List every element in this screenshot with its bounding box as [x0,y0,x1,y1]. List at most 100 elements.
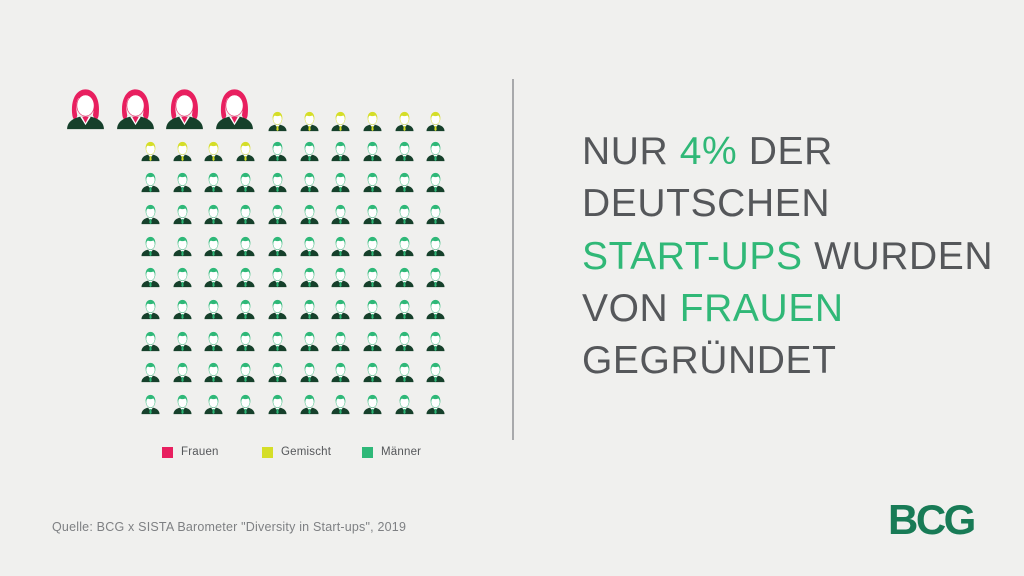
legend-swatch-gemischt [262,446,273,458]
headline-segment: GEGRÜNDET [582,339,837,383]
man-icon [298,393,321,416]
headline-line: VON FRAUEN [582,283,993,335]
man-icon [361,298,384,321]
headline-line: DEUTSCHEN [582,178,993,230]
headline: NUR 4% DER DEUTSCHEN START-UPS WURDEN VON F… [582,126,993,387]
man-icon [202,140,225,163]
man-icon [393,393,416,416]
legend-label: Frauen [181,446,219,458]
woman-icon [112,86,159,133]
man-icon [298,110,321,133]
man-icon [266,361,289,384]
man-icon [329,361,352,384]
man-icon [298,235,321,258]
legend-item-maenner: Männer [362,446,462,458]
man-icon [234,235,257,258]
man-icon [329,171,352,194]
man-icon [139,266,162,289]
man-icon [329,235,352,258]
woman-icon [62,86,109,133]
legend-label: Männer [381,446,422,458]
man-icon [424,203,447,226]
man-icon [139,235,162,258]
legend-label: Gemischt [281,446,332,458]
man-icon [234,171,257,194]
man-icon [234,140,257,163]
man-icon [139,330,162,353]
man-icon [171,235,194,258]
man-icon [171,203,194,226]
headline-segment: 4% [679,130,738,173]
man-icon [202,298,225,321]
legend-item-frauen: Frauen [162,446,262,458]
legend-swatch-frauen [162,446,173,458]
man-icon [266,298,289,321]
man-icon [424,171,447,194]
man-icon [171,171,194,194]
man-icon [266,266,289,289]
man-icon [234,266,257,289]
man-icon [424,266,447,289]
headline-line: GEGRÜNDET [582,335,993,387]
man-icon [393,266,416,289]
man-icon [202,393,225,416]
man-icon [329,110,352,133]
man-icon [298,203,321,226]
man-icon [202,171,225,194]
man-icon [329,298,352,321]
man-icon [424,330,447,353]
man-icon [202,203,225,226]
man-icon [424,235,447,258]
man-icon [393,361,416,384]
man-icon [361,110,384,133]
man-icon [361,235,384,258]
man-icon [393,171,416,194]
legend-item-gemischt: Gemischt [262,446,362,458]
man-icon [139,140,162,163]
bcg-logo: BCG [888,496,976,543]
man-icon [266,110,289,133]
man-icon [361,203,384,226]
man-icon [202,266,225,289]
man-icon [393,140,416,163]
man-icon [393,203,416,226]
headline-segment: DEUTSCHEN [582,182,831,226]
man-icon [266,393,289,416]
man-icon [171,361,194,384]
man-icon [361,361,384,384]
headline-line: START-UPS WURDEN [582,231,993,283]
man-icon [139,393,162,416]
man-icon [329,330,352,353]
man-icon [298,266,321,289]
man-icon [329,140,352,163]
man-icon [171,330,194,353]
man-icon [329,203,352,226]
man-icon [266,203,289,226]
man-icon [234,361,257,384]
woman-icon [211,86,258,133]
divider-line [512,79,514,440]
man-icon [298,171,321,194]
man-icon [139,298,162,321]
headline-segment: WURDEN [802,234,994,278]
headline-segment: FRAUEN [679,286,844,330]
man-icon [361,140,384,163]
man-icon [329,266,352,289]
man-icon [329,393,352,416]
headline-segment: START-UPS [582,234,803,278]
man-icon [361,393,384,416]
man-icon [202,235,225,258]
man-icon [393,330,416,353]
man-icon [139,171,162,194]
man-icon [424,298,447,321]
man-icon [234,393,257,416]
man-icon [361,330,384,353]
headline-segment: VON [582,286,680,330]
headline-segment: NUR [582,130,680,173]
man-icon [298,140,321,163]
man-icon [171,140,194,163]
headline-segment: DER [737,130,833,173]
man-icon [202,330,225,353]
